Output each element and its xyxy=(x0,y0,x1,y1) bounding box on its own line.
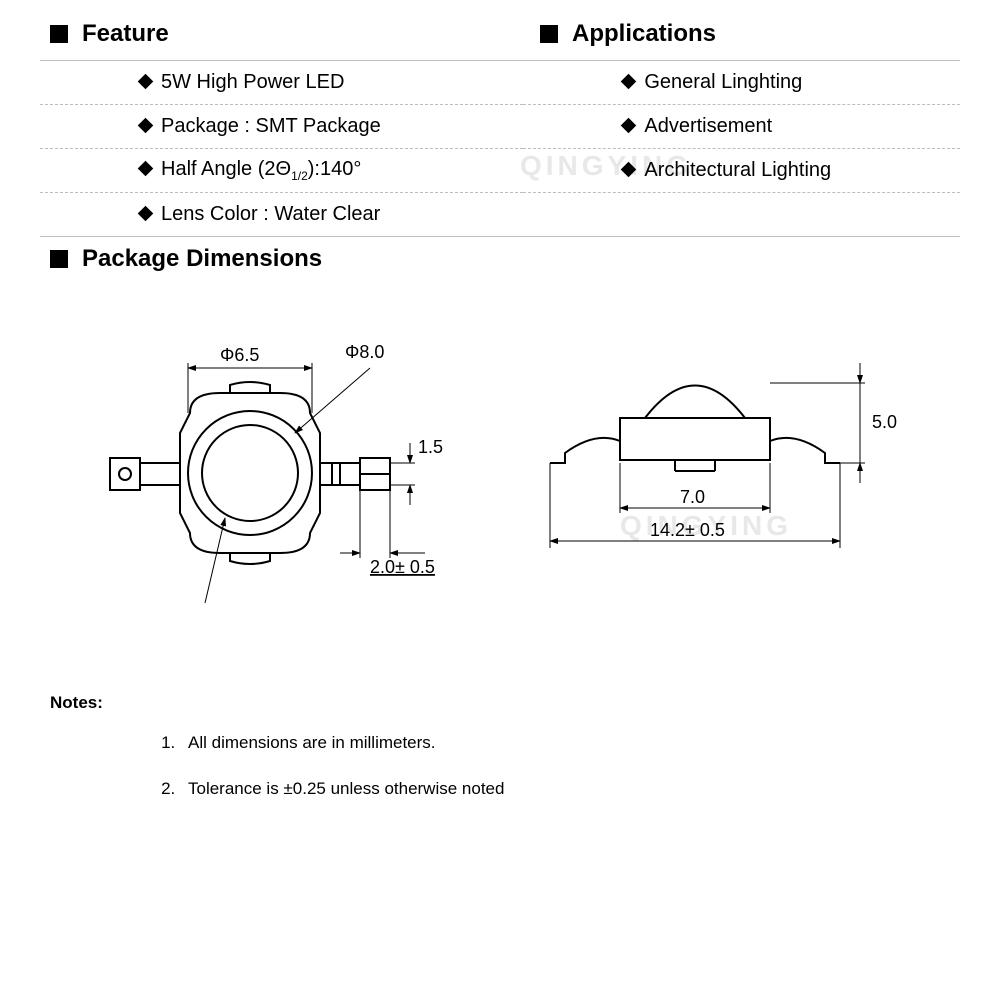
drawing-top-view: Φ6.5 Φ8.0 1.5 2.0± 0.5 xyxy=(70,313,430,633)
application-cell: General Linghting xyxy=(523,61,960,105)
feature-cell: 5W High Power LED xyxy=(40,61,523,105)
table-row: Half Angle (2Θ1/2):140° Architectural Li… xyxy=(40,149,960,193)
list-item: All dimensions are in millimeters. xyxy=(180,733,960,753)
diamond-bullet-icon xyxy=(621,118,637,134)
application-item: Architectural Lighting xyxy=(644,159,831,181)
application-cell: Advertisement xyxy=(523,105,960,149)
square-bullet-icon xyxy=(540,25,558,43)
dim-pin-width: 2.0± 0.5 xyxy=(370,557,435,577)
dim-total-width: 14.2± 0.5 xyxy=(650,520,725,540)
heading-package-dimensions-text: Package Dimensions xyxy=(82,245,322,273)
dim-pin-height: 1.5 xyxy=(418,437,443,457)
dim-height: 5.0 xyxy=(872,412,897,432)
dim-dia-inner: Φ6.5 xyxy=(220,345,259,365)
dim-dia-outer: Φ8.0 xyxy=(345,342,384,362)
feature-cell: Lens Color : Water Clear xyxy=(40,193,523,237)
heading-feature: Feature xyxy=(50,20,510,48)
heading-feature-text: Feature xyxy=(82,20,169,48)
feature-cell: Package : SMT Package xyxy=(40,105,523,149)
diamond-bullet-icon xyxy=(621,162,637,178)
headings-row: Feature Applications xyxy=(40,20,960,48)
diamond-bullet-icon xyxy=(138,206,154,222)
feature-item: 5W High Power LED xyxy=(161,71,344,93)
heading-package-dimensions: Package Dimensions xyxy=(50,245,960,273)
table-row: Package : SMT Package Advertisement xyxy=(40,105,960,149)
feature-application-table: 5W High Power LED General Linghting Pack… xyxy=(40,60,960,237)
diamond-bullet-icon xyxy=(138,74,154,90)
feature-item: Half Angle (2Θ1/2):140° xyxy=(161,158,361,180)
square-bullet-icon xyxy=(50,250,68,268)
application-cell: Architectural Lighting xyxy=(523,149,960,193)
drawing-side-view: 5.0 7.0 14.2± 0.5 xyxy=(510,313,930,593)
drawings-container: Φ6.5 Φ8.0 1.5 2.0± 0.5 xyxy=(70,313,960,633)
list-item: Tolerance is ±0.25 unless otherwise note… xyxy=(180,779,960,799)
application-item: Advertisement xyxy=(644,115,772,137)
square-bullet-icon xyxy=(50,25,68,43)
heading-applications-text: Applications xyxy=(572,20,716,48)
notes-list: All dimensions are in millimeters. Toler… xyxy=(180,733,960,799)
diamond-bullet-icon xyxy=(138,161,154,177)
notes-label: Notes: xyxy=(50,693,960,713)
feature-item: Lens Color : Water Clear xyxy=(161,203,380,225)
dim-base-width: 7.0 xyxy=(680,487,705,507)
table-row: Lens Color : Water Clear xyxy=(40,193,960,237)
application-cell xyxy=(523,193,960,237)
heading-applications: Applications xyxy=(540,20,716,48)
table-row: 5W High Power LED General Linghting xyxy=(40,61,960,105)
feature-item: Package : SMT Package xyxy=(161,115,381,137)
feature-cell: Half Angle (2Θ1/2):140° xyxy=(40,149,523,193)
application-item: General Linghting xyxy=(644,71,802,93)
diamond-bullet-icon xyxy=(621,74,637,90)
diamond-bullet-icon xyxy=(138,118,154,134)
